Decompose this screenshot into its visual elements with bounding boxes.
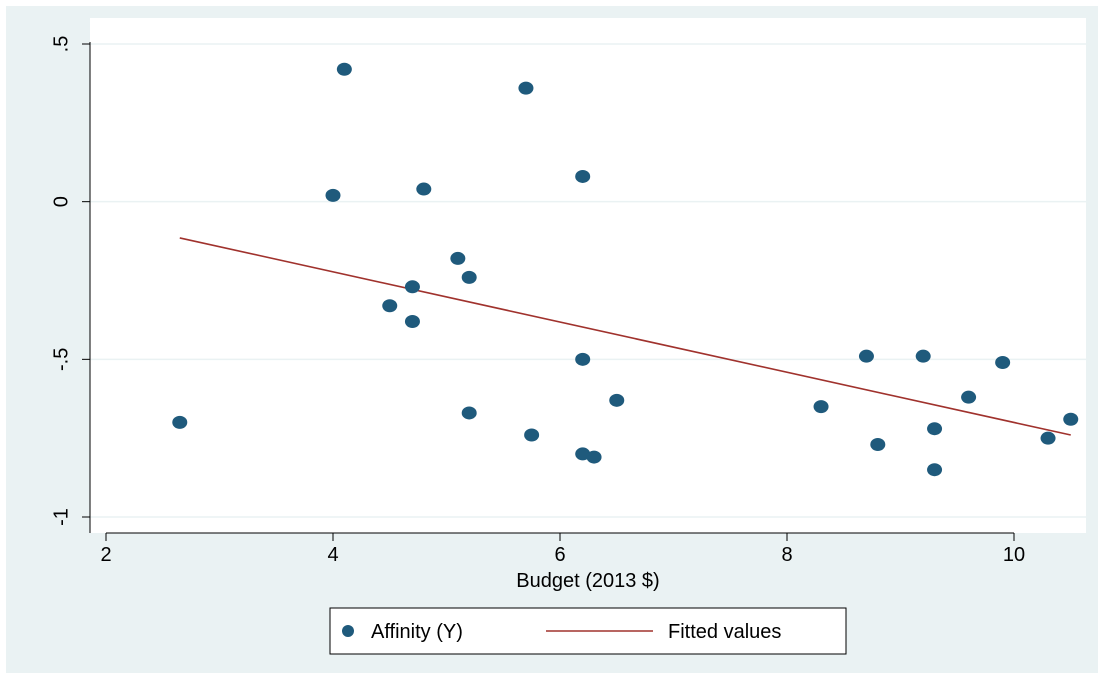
data-point-26 [1063,412,1079,426]
axes: -1 -.5 0 .5 2 4 6 8 10 [50,36,1025,566]
data-point-19 [870,437,886,451]
data-point-10 [518,81,534,95]
data-point-16 [609,393,625,407]
data-point-17 [813,400,829,414]
data-point-6 [416,182,432,196]
y-tick-label-0: -1 [50,508,72,526]
data-point-4 [404,280,420,294]
legend-label-fitted: Fitted values [668,621,781,643]
legend-marker-affinity [342,625,354,637]
data-point-25 [1040,431,1056,445]
legend: Affinity (Y) Fitted values [329,607,847,655]
data-point-18 [858,349,874,363]
legend-label-affinity: Affinity (Y) [371,621,463,643]
data-point-23 [961,390,977,404]
data-point-0 [172,415,188,429]
x-tick-label-0: 2 [100,544,111,566]
data-point-20 [915,349,931,363]
data-point-14 [575,447,591,461]
fitted-line [179,237,1071,436]
scatter-points [172,62,1079,477]
data-point-24 [995,355,1011,369]
grid-lines [90,43,1086,518]
data-point-13 [575,352,591,366]
y-tick-label-3: .5 [50,36,72,53]
x-tick-label-1: 4 [327,544,338,566]
data-point-1 [325,188,341,202]
data-point-3 [382,299,398,313]
x-tick-label-3: 8 [781,544,792,566]
x-tick-label-2: 6 [554,544,565,566]
y-tick-label-1: -.5 [50,348,72,371]
plot-area [90,18,1086,533]
x-axis-label: Budget (2013 $) [516,570,659,592]
data-point-2 [336,62,352,76]
data-point-22 [927,463,943,477]
data-point-7 [450,251,466,265]
data-point-12 [575,169,591,183]
data-point-5 [404,314,420,328]
fitted-line-layer [179,237,1071,436]
y-tick-label-2: 0 [50,196,72,207]
x-tick-label-4: 10 [1003,544,1025,566]
data-point-8 [461,270,477,284]
data-point-9 [461,406,477,420]
data-point-15 [586,450,602,464]
data-point-21 [927,422,943,436]
data-point-11 [524,428,540,442]
